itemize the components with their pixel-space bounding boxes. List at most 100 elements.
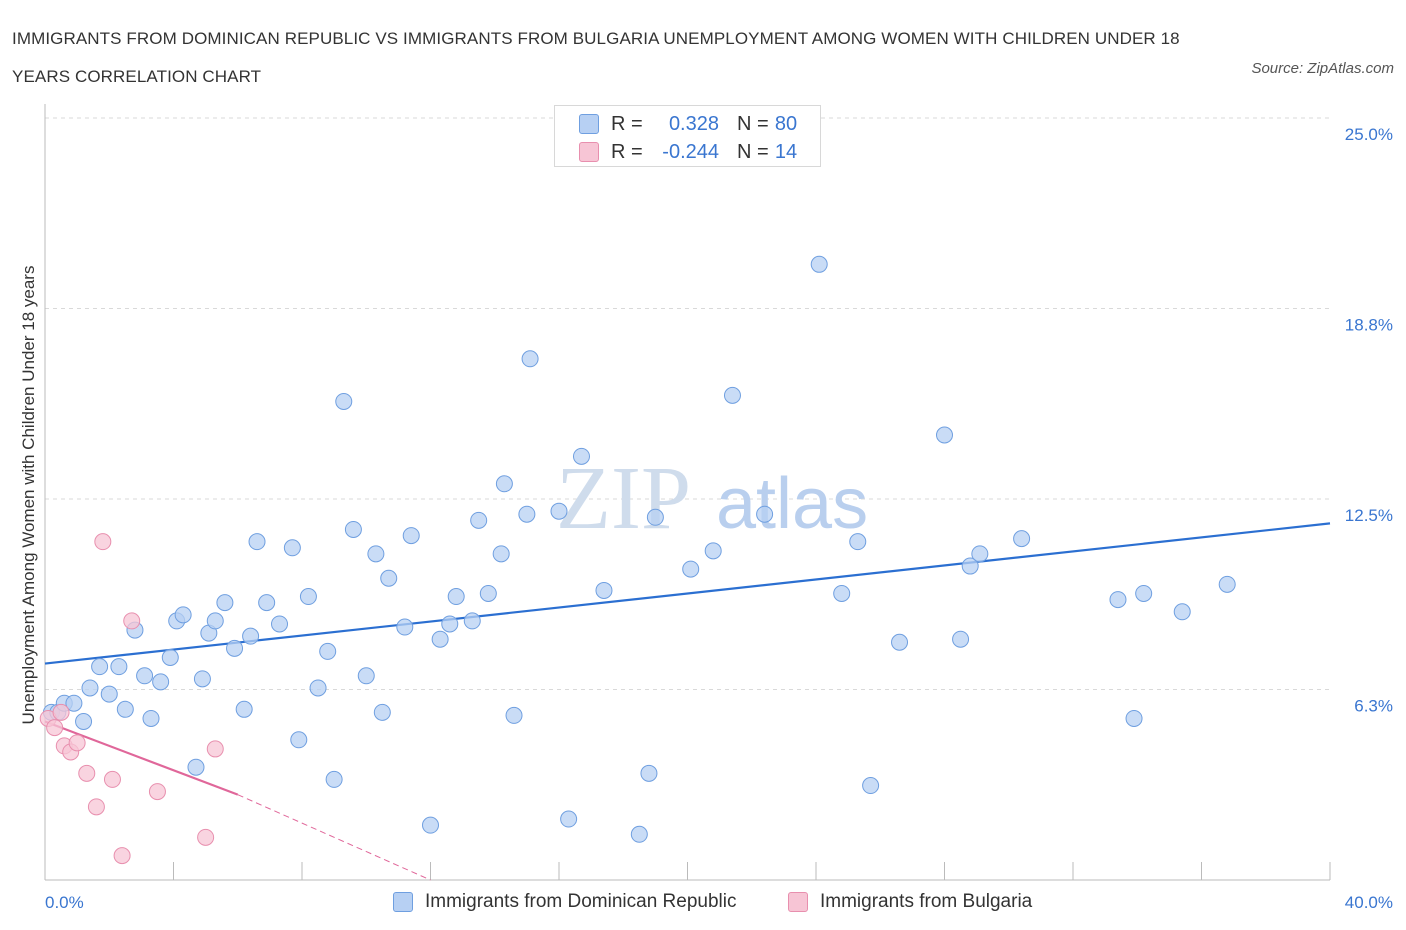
legend-n-label: N =: [737, 113, 769, 135]
data-point-dominican: [258, 594, 276, 612]
chart-title: IMMIGRANTS FROM DOMINICAN REPUBLIC VS IM…: [12, 29, 1180, 86]
data-point-bulgaria: [94, 533, 112, 551]
axes: [44, 104, 1331, 881]
trend-line-bulgaria-extension: [237, 794, 431, 881]
data-point-dominican: [1013, 530, 1031, 548]
data-point-dominican: [936, 426, 953, 444]
data-point-dominican: [422, 816, 439, 834]
data-point-dominican: [560, 810, 578, 828]
data-point-dominican: [396, 618, 414, 636]
grid-lines: [45, 117, 1330, 690]
data-point-dominican: [242, 627, 260, 645]
y-axis-label: Unemployment Among Women with Children U…: [19, 265, 38, 725]
data-point-dominican: [470, 511, 488, 529]
data-point-dominican: [373, 703, 391, 721]
data-point-dominican: [810, 255, 828, 273]
y-tick-label: 12.5%: [1345, 506, 1393, 525]
y-tick-label: 18.8%: [1345, 316, 1393, 335]
data-point-dominican: [1109, 591, 1127, 609]
data-point-dominican: [518, 505, 536, 523]
data-point-dominican: [216, 594, 234, 612]
data-point-bulgaria: [68, 734, 86, 752]
bottom-legend-dominican: Immigrants from Dominican Republic: [393, 889, 737, 915]
data-point-bulgaria: [148, 783, 166, 801]
y-tick-label: 6.3%: [1354, 697, 1393, 716]
data-point-dominican: [110, 658, 128, 676]
data-point-dominican: [447, 588, 465, 606]
data-point-dominican: [1125, 709, 1143, 727]
data-point-dominican: [723, 386, 741, 404]
data-point-dominican: [521, 350, 539, 368]
legend-r-value: -0.244: [662, 141, 719, 163]
data-point-dominican: [961, 557, 979, 575]
trend-lines: [44, 522, 1331, 881]
data-point-dominican: [100, 685, 118, 703]
legend-n-value: 80: [774, 113, 798, 135]
data-point-bulgaria: [113, 847, 131, 865]
data-point-dominican: [572, 447, 590, 465]
data-point-dominican: [271, 615, 289, 633]
data-point-dominican: [226, 639, 244, 657]
data-point-bulgaria: [46, 719, 64, 737]
data-point-dominican: [161, 648, 179, 666]
x-tick-label: 0.0%: [45, 893, 84, 912]
tick-labels: 6.3% 12.5% 18.8% 25.0% 0.0% 40.0%: [45, 125, 1393, 912]
data-point-dominican: [65, 694, 83, 712]
data-point-dominican: [630, 825, 648, 843]
data-point-bulgaria: [52, 703, 70, 721]
trend-line-bulgaria: [44, 720, 239, 796]
data-point-dominican: [235, 700, 253, 718]
data-point-dominican: [595, 581, 613, 599]
data-point-dominican: [682, 560, 700, 578]
data-point-dominican: [206, 612, 224, 630]
data-point-dominican: [1218, 575, 1236, 593]
data-point-dominican: [309, 679, 327, 697]
data-point-dominican: [640, 764, 658, 782]
data-point-dominican: [299, 588, 317, 606]
data-point-dominican: [441, 615, 459, 633]
data-point-dominican: [91, 658, 109, 676]
data-point-dominican: [174, 606, 192, 624]
legend-r-value: 0.328: [668, 113, 719, 135]
data-point-dominican: [505, 706, 523, 724]
data-point-dominican: [136, 667, 154, 685]
data-point-dominican: [1173, 603, 1191, 621]
data-point-dominican: [142, 709, 160, 727]
data-point-dominican: [431, 630, 449, 648]
legend-swatch-pink: [788, 892, 808, 912]
bottom-legend-bulgaria: Immigrants from Bulgaria: [788, 889, 1032, 915]
data-point-dominican: [479, 584, 497, 602]
data-point-dominican: [283, 539, 301, 557]
data-point-bulgaria: [103, 770, 121, 788]
data-point-dominican: [891, 633, 909, 651]
data-point-dominican: [463, 612, 481, 630]
correlation-legend: R = 0.328 N = 80 R = -0.244 N = 14: [554, 105, 821, 167]
legend-swatch-blue: [393, 892, 413, 912]
data-point-dominican: [357, 667, 375, 685]
data-point-dominican: [75, 713, 93, 731]
legend-series-label: Immigrants from Dominican Republic: [425, 891, 737, 912]
watermark-atlas: atlas: [716, 464, 868, 544]
data-point-dominican: [862, 777, 880, 795]
data-point-dominican: [849, 533, 867, 551]
data-point-dominican: [290, 731, 308, 749]
legend-r-label: R =: [611, 113, 643, 135]
data-point-dominican: [952, 630, 970, 648]
data-point-dominican: [344, 520, 362, 538]
data-point-dominican: [193, 670, 211, 688]
data-point-dominican: [833, 584, 851, 602]
data-points: [39, 255, 1236, 865]
data-point-dominican: [152, 673, 170, 691]
trend-line-dominican: [44, 522, 1331, 665]
data-point-dominican: [380, 569, 398, 587]
data-point-bulgaria: [123, 612, 141, 630]
watermark-zip: ZIP: [556, 449, 691, 548]
data-point-dominican: [971, 545, 989, 563]
legend-row-dominican: R = 0.328 N = 80: [579, 111, 801, 137]
data-point-bulgaria: [206, 740, 224, 758]
data-point-dominican: [550, 502, 568, 520]
data-point-dominican: [704, 542, 722, 560]
data-point-dominican: [325, 770, 343, 788]
legend-swatch-pink: [579, 142, 599, 162]
